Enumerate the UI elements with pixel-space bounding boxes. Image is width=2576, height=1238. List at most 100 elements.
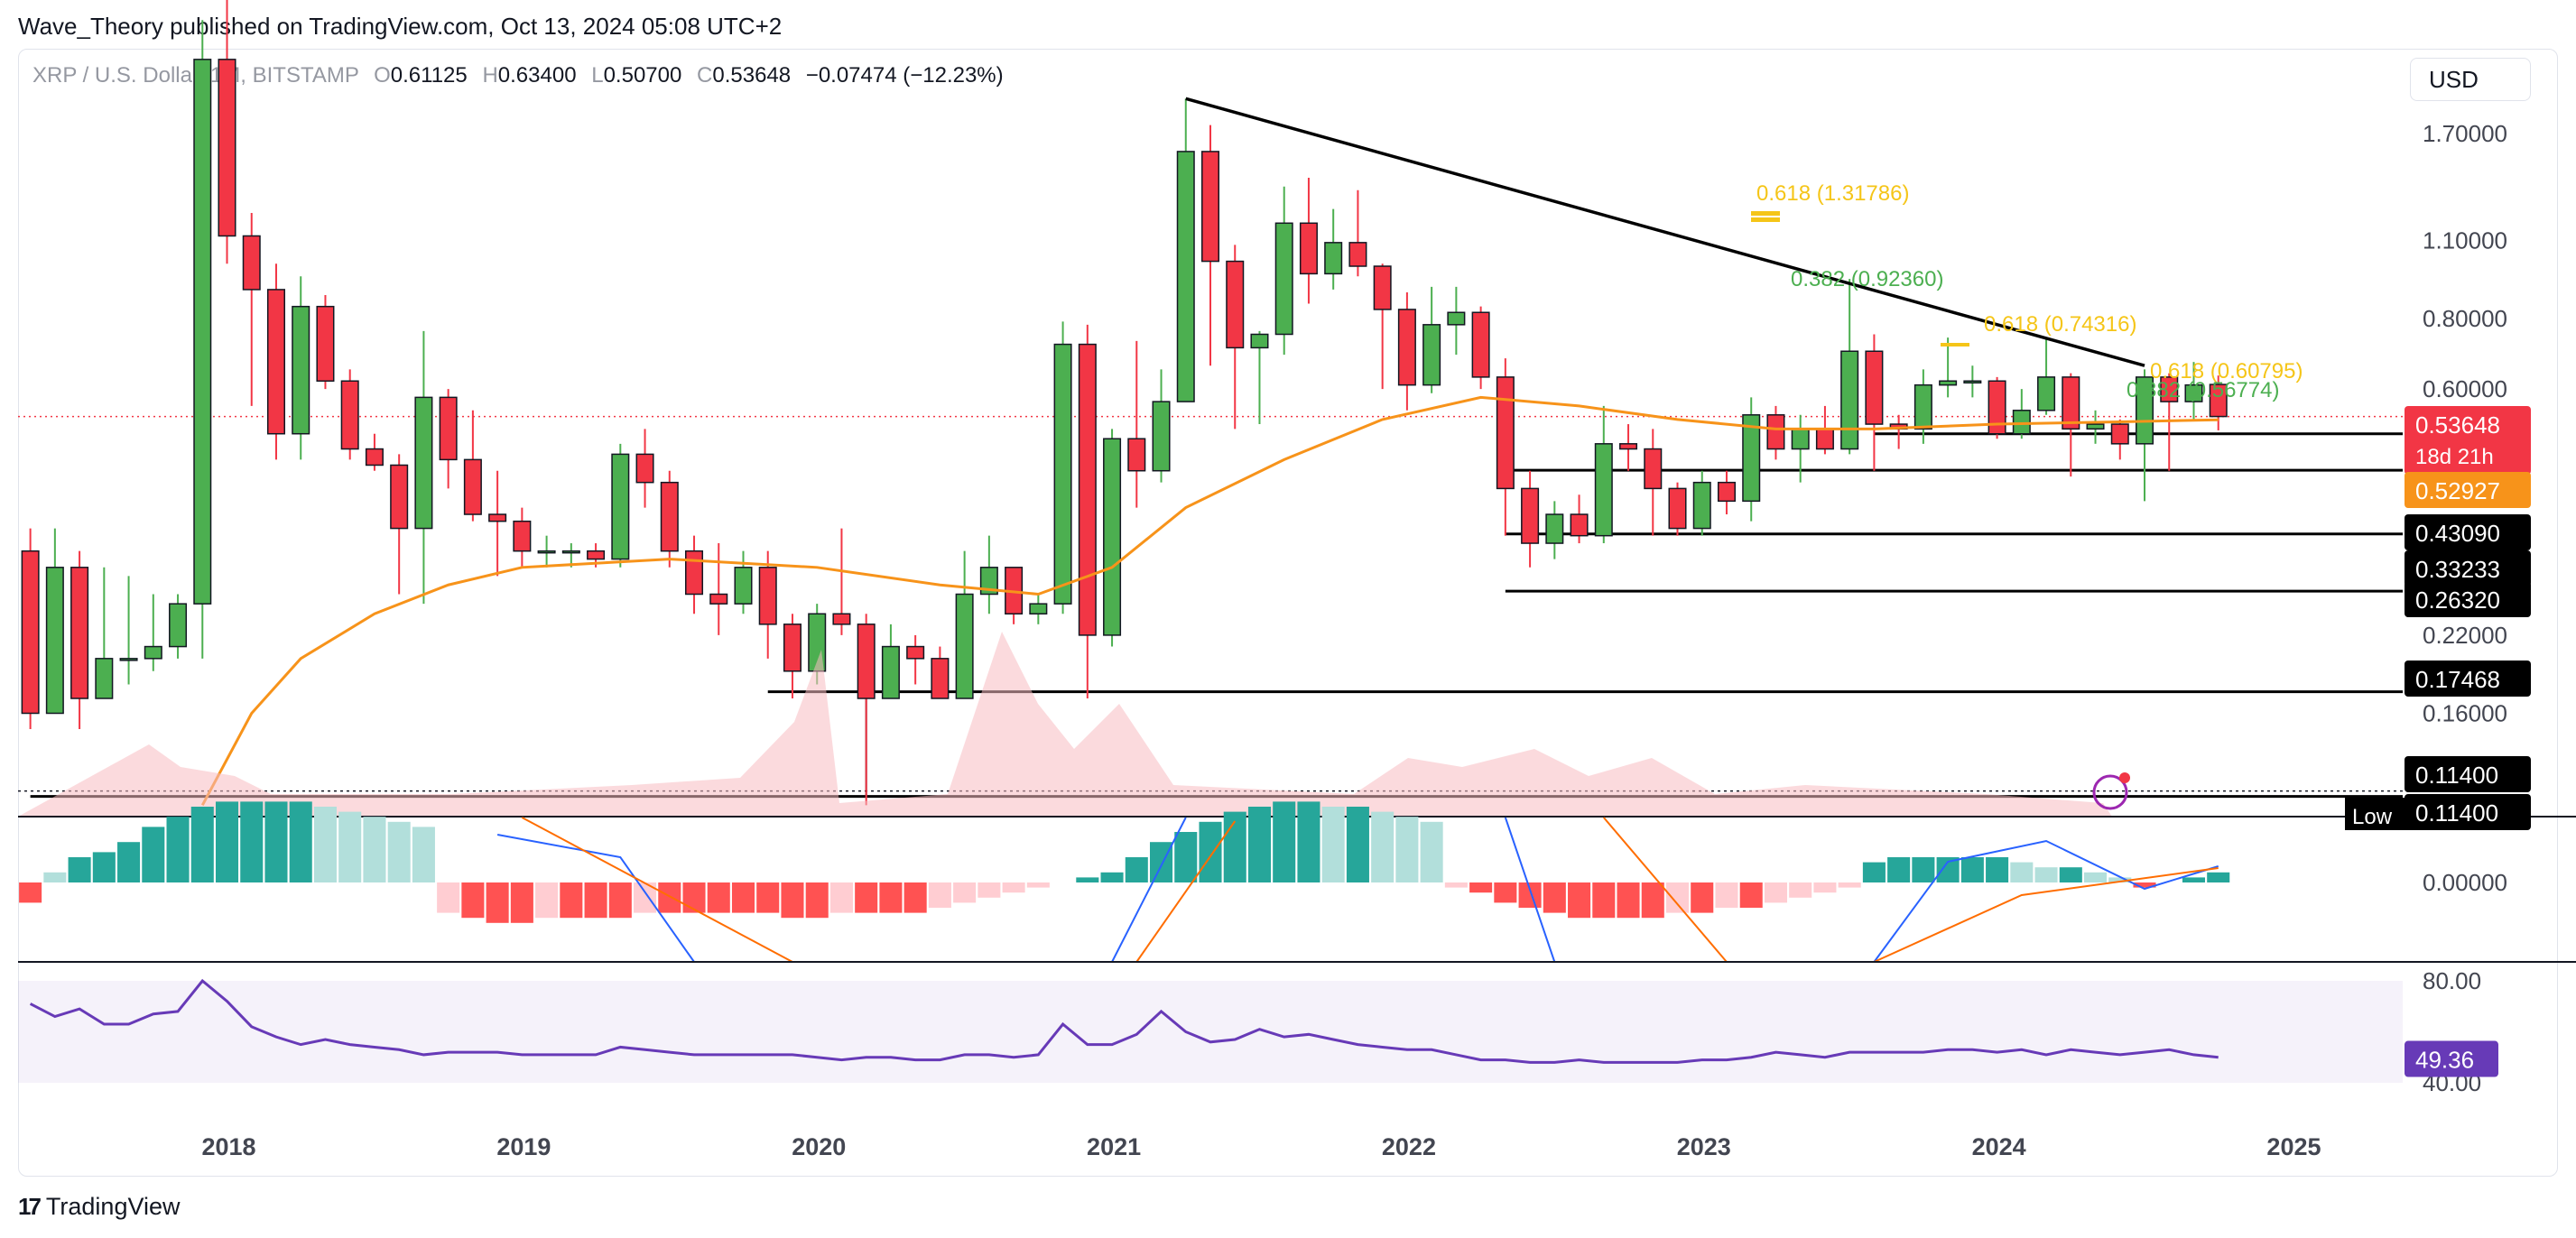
alert-icon [2092,774,2128,810]
macd-hist-83 [2059,867,2082,882]
candle-body-61 [1521,487,1540,544]
candle-body-80 [1988,380,2006,435]
tradingview-brand-text: TradingView [45,1193,181,1220]
price-label-bg-0 [2405,406,2531,475]
fib-label-0: 0.618 (1.31786) [1756,181,1909,206]
candle-body-54 [1348,242,1367,267]
legend-low: 0.50700 [603,63,682,88]
macd-hist-23 [584,882,607,919]
candle-body-20 [513,520,532,552]
macd-hist-33 [829,882,853,913]
macd-hist-63 [1568,882,1591,919]
macd-hist-61 [1518,882,1542,908]
macd-hist-59 [1469,882,1493,893]
macd-hist-24 [608,882,632,919]
macd-hist-27 [682,882,706,913]
macd-hist-44 [1100,872,1124,882]
price-label-bg-1 [2405,472,2531,508]
macd-hist-89 [2207,872,2230,882]
macd-hist-85 [2108,877,2132,882]
macd-hist-86 [2133,882,2156,888]
time-tick-2019: 2019 [496,1133,551,1160]
candle-body-46 [1152,401,1171,472]
alert-dot-icon [2119,772,2130,783]
candle-body-71 [1766,414,1785,450]
macd-hist-38 [953,882,977,903]
candle-body-33 [832,613,851,625]
macd-hist-80 [1986,857,2009,882]
candle-body-34 [857,624,876,699]
candle-body-62 [1545,513,1564,544]
signal-line-c [1603,817,1728,963]
candle-body-72 [1791,428,1810,450]
legend-low-label: L [591,63,604,88]
candle-body-38 [955,593,974,699]
macd-hist-31 [781,882,804,919]
macd-hist-7 [190,807,214,882]
price-tick-3: 0.60000 [2423,375,2507,402]
candle-body-65 [1619,443,1638,450]
candle-body-78 [1939,380,1958,386]
candle-body-88 [2184,383,2203,402]
candle-body-47 [1176,151,1195,402]
candle-body-5 [144,645,162,660]
macd-hist-71 [1764,882,1787,903]
rsi-tick-0: 80.00 [2423,967,2481,994]
macd-hist-65 [1617,882,1640,919]
macd-hist-12 [313,807,337,882]
macd-hist-34 [855,882,878,913]
macd-hist-39 [978,882,1001,898]
candle-body-22 [561,550,580,554]
candle-body-37 [931,658,950,699]
signal-line-b [1135,820,1237,963]
candle-body-15 [390,464,409,530]
price-label-bg-2 [2405,514,2531,550]
time-tick-2022: 2022 [1382,1133,1436,1160]
candle-body-86 [2135,376,2154,445]
macd-hist-84 [2084,872,2108,882]
macd-hist-6 [166,817,190,882]
candle-body-74 [1840,350,1859,450]
macd-hist-73 [1813,882,1837,893]
macd-hist-52 [1297,801,1320,882]
currency-button[interactable]: USD [2410,58,2531,101]
fib-marker-top [1751,211,1780,216]
candle-body-4 [119,658,138,661]
candle-body-14 [365,448,384,467]
candle-body-26 [660,481,679,552]
candle-body-63 [1570,513,1589,537]
chart-frame [18,49,2558,1177]
macd-hist-26 [658,882,681,913]
macd-hist-57 [1420,821,1443,882]
macd-hist-46 [1149,842,1173,882]
candle-body-30 [758,567,777,625]
price-tick-1: 1.10000 [2423,226,2507,254]
macd-hist-20 [510,882,533,923]
time-tick-2018: 2018 [202,1133,256,1160]
tradingview-brand[interactable]: 17 TradingView [18,1193,181,1221]
macd-zero-tick: 0.00000 [2423,869,2507,896]
time-tick-2020: 2020 [792,1133,846,1160]
price-label-sub-0: 18d 21h [2415,445,2494,469]
legend-high: 0.63400 [497,63,577,88]
rsi-label-bg [2405,1040,2498,1077]
candle-body-60 [1496,376,1515,490]
legend-change: −0.07474 (−12.23%) [805,63,1004,88]
rsi-current-label: 49.36 [2415,1047,2474,1074]
candle-body-8 [218,59,236,237]
price-label-bg-3 [2405,550,2531,587]
candle-body-50 [1250,333,1269,349]
macd-hist-60 [1494,882,1517,903]
fib-label-1: 0.382 (0.92360) [1791,267,1943,291]
macd-hist-76 [1887,857,1911,882]
candle-body-75 [1865,350,1884,425]
price-label-7: 0.11400 [2415,799,2498,827]
candle-body-11 [292,305,310,435]
legend-open: 0.61125 [390,63,468,88]
candle-body-35 [881,645,900,699]
macd-hist-62 [1543,882,1566,913]
macd-hist-11 [289,801,312,882]
candle-body-55 [1373,265,1392,310]
price-label-bg-5 [2405,661,2531,697]
